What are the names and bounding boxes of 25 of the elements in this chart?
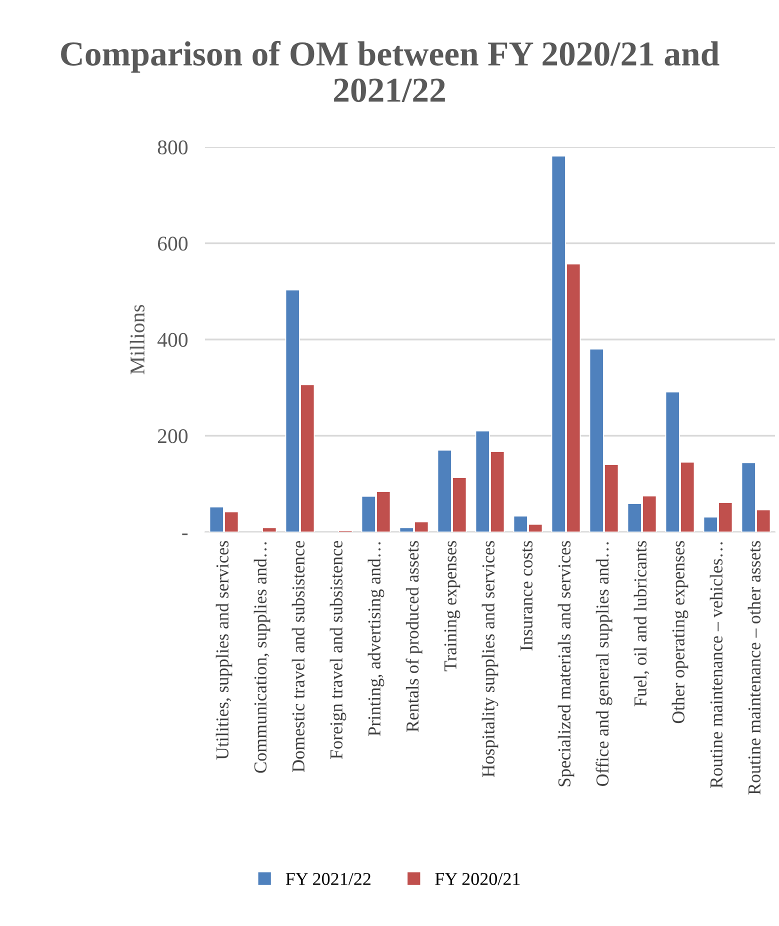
x-tick-label: Printing, advertising and… xyxy=(368,542,384,736)
x-tick-label: Fuel, oil and lubricants xyxy=(634,540,650,706)
x-tick-label: Foreign travel and subsistence xyxy=(330,540,346,759)
x-tick-label: Rentals of produced assets xyxy=(406,540,422,732)
y-tick-label: 800 xyxy=(158,140,188,154)
x-tick-label: Other operating expenses xyxy=(672,540,688,724)
y-tick-label: - xyxy=(182,534,188,536)
x-tick-label: Specialized materials and services xyxy=(558,540,574,786)
x-tick-label: Hospitality supplies and services xyxy=(482,540,498,778)
x-tick-label: Communication, supplies and… xyxy=(254,542,270,773)
x-tick-label: Training expenses xyxy=(444,540,460,672)
x-tick-label: Office and general supplies and… xyxy=(596,542,612,786)
x-tick-label: Insurance costs xyxy=(520,540,533,650)
x-tick-label: Routine maintenance – other assets xyxy=(748,540,761,795)
y-tick-label: 600 xyxy=(158,236,188,251)
legend-label: FY 2020/21 xyxy=(435,872,520,886)
bar xyxy=(262,527,277,532)
y-tick-label: 200 xyxy=(158,429,188,444)
chart-title: Comparison of OM between FY 2020/21 and 2021/22 xyxy=(61,40,720,102)
x-tick-label: Domestic travel and subsistence xyxy=(292,540,305,772)
y-tick-label: 400 xyxy=(157,332,188,347)
x-tick-label: Utilities, supplies and services xyxy=(216,540,232,760)
x-tick-label: Routine maintenance – vehicles… xyxy=(710,542,723,788)
legend-label: FY 2021/22 xyxy=(286,872,370,886)
y-axis-title: Millions xyxy=(130,304,145,374)
